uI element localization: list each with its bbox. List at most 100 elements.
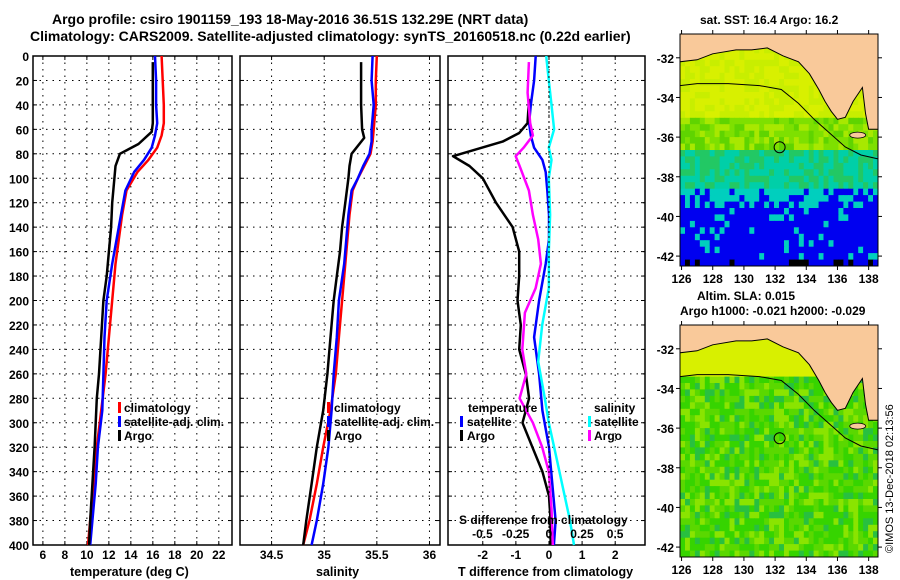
map-cell xyxy=(868,143,874,151)
map-cell xyxy=(719,59,726,67)
map-cell xyxy=(803,428,810,435)
map-cell xyxy=(823,466,829,474)
map-cell xyxy=(828,402,834,410)
map-cell xyxy=(858,434,864,442)
series-line-satellite-adj-clim- xyxy=(88,55,159,546)
map-cell xyxy=(793,259,800,267)
map-cell xyxy=(803,447,810,455)
map-cell xyxy=(784,395,790,403)
map-cell xyxy=(863,428,869,435)
map-cell xyxy=(798,453,805,461)
map-cell xyxy=(813,428,820,435)
map-cell xyxy=(704,389,711,397)
map-cell xyxy=(848,492,854,500)
map-cell xyxy=(769,188,775,196)
map-cell xyxy=(858,415,864,423)
map-cell xyxy=(704,137,711,144)
map-cell xyxy=(873,466,879,474)
map-cell xyxy=(704,259,711,267)
map-cell xyxy=(848,150,854,157)
map-cell xyxy=(729,524,735,532)
map-cell xyxy=(764,524,770,532)
map-cell xyxy=(749,550,755,558)
map-cell xyxy=(685,188,691,196)
map-cell xyxy=(848,441,854,448)
map-cell xyxy=(803,259,810,267)
map-cell xyxy=(749,486,755,493)
map-cell xyxy=(689,182,696,190)
map-cell xyxy=(823,395,829,403)
map-cell xyxy=(739,473,745,481)
lat-tick-label: -38 xyxy=(657,171,675,185)
map-cell xyxy=(714,92,721,99)
map-cell xyxy=(858,92,864,99)
map-cell xyxy=(714,117,721,125)
map-cell xyxy=(784,402,790,410)
map-cell xyxy=(798,124,805,132)
map-cell xyxy=(694,156,701,164)
map-cell xyxy=(793,117,800,125)
map-cell xyxy=(858,441,864,448)
map-cell xyxy=(719,363,726,371)
map-cell xyxy=(803,537,810,545)
map-cell xyxy=(788,79,795,86)
map-cell xyxy=(798,363,805,371)
map-cell xyxy=(724,150,730,157)
map-cell xyxy=(754,337,760,345)
map-cell xyxy=(724,376,730,384)
map-cell xyxy=(685,479,691,487)
map-cell xyxy=(779,389,785,397)
map-cell xyxy=(689,428,696,435)
map-cell xyxy=(863,156,869,164)
map-cell xyxy=(784,143,790,151)
map-cell xyxy=(779,499,785,506)
map-cell xyxy=(714,195,721,202)
map-cell xyxy=(774,79,780,86)
map-cell xyxy=(724,357,730,365)
map-cell xyxy=(779,531,785,539)
map-cell xyxy=(714,441,721,448)
lat-tick-label: -36 xyxy=(657,422,675,436)
map-cell xyxy=(739,434,745,442)
map-cell xyxy=(754,434,760,442)
map-cell xyxy=(858,473,864,481)
map-cell xyxy=(680,253,686,260)
map-cell xyxy=(734,85,740,93)
map-cell xyxy=(793,169,800,177)
map-cell xyxy=(793,408,800,416)
map-cell xyxy=(680,486,686,493)
map-cell xyxy=(803,363,810,371)
map-cell xyxy=(833,531,839,539)
map-cell xyxy=(709,370,716,377)
map-cell xyxy=(779,162,785,170)
map-cell xyxy=(774,201,780,209)
map-cell xyxy=(724,233,730,241)
map-cell xyxy=(754,214,760,222)
map-cell xyxy=(739,550,745,558)
map-cell xyxy=(779,182,785,190)
map-cell xyxy=(833,441,839,448)
map-cell xyxy=(769,518,775,526)
map-cell xyxy=(709,344,716,352)
lon-tick-label: 132 xyxy=(765,272,785,286)
map-cell xyxy=(749,259,755,267)
map-cell xyxy=(798,253,805,260)
map-cell xyxy=(714,447,721,455)
map-cell xyxy=(699,117,706,125)
map-cell xyxy=(744,104,750,112)
map-cell xyxy=(734,220,740,228)
map-cell xyxy=(858,505,864,513)
map-cell xyxy=(744,505,750,513)
map-cell xyxy=(719,486,726,493)
map-cell xyxy=(808,130,815,138)
map-cell xyxy=(689,188,696,196)
map-cell xyxy=(719,473,726,481)
map-cell xyxy=(818,201,825,209)
map-cell xyxy=(719,370,726,377)
map-cell xyxy=(769,466,775,474)
map-cell xyxy=(764,104,770,112)
map-cell xyxy=(685,124,691,132)
map-cell xyxy=(873,531,879,539)
map-cell xyxy=(764,357,770,365)
map-cell xyxy=(848,524,854,532)
